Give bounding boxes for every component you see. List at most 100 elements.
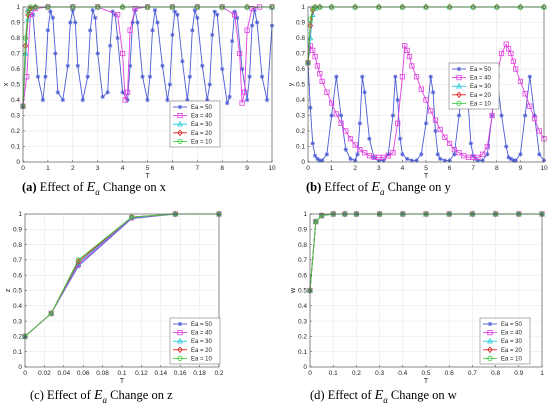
legend-item-c-4: Ea = 10 [173, 355, 213, 362]
legend-c: Ea = 50 Ea = 40 Ea = 30 Ea = 20 Ea = 10 [169, 317, 221, 365]
x-tick-label-b-9: 9 [519, 165, 523, 172]
x-tick-label-a-6: 6 [171, 165, 175, 172]
data-point-b-0-31 [419, 152, 424, 157]
data-point-c-3-4 [172, 210, 179, 218]
data-point-a-0-32 [130, 20, 135, 25]
data-point-c-3-3 [128, 213, 135, 221]
data-point-b-0-61 [532, 113, 537, 118]
data-point-a-0-31 [127, 63, 133, 69]
data-point-a-3-13 [244, 3, 250, 11]
data-point-b-1-14 [357, 146, 363, 153]
legend-marker-d-0 [487, 321, 493, 327]
legend-item-a-2: Ea = 30 [173, 120, 213, 128]
data-point-d-3-12 [516, 210, 522, 218]
legend-label-a-3: Ea = 20 [191, 131, 213, 137]
data-point-a-0-42 [165, 97, 170, 103]
data-point-b-1-8 [328, 100, 335, 106]
data-point-b-0-4 [315, 156, 320, 162]
data-point-a-0-4 [40, 97, 46, 103]
x-tick-label-b-6: 6 [448, 165, 452, 172]
data-point-b-0-44 [468, 141, 474, 146]
caption-d-math: Ea [375, 388, 388, 405]
y-tick-label-b-4: 0.4 [296, 97, 305, 104]
y-tick-label-c-3: 0.3 [13, 318, 22, 325]
data-point-b-1-26 [406, 54, 413, 60]
data-point-a-0-43 [167, 82, 173, 87]
data-point-d-3-5 [353, 210, 360, 218]
x-tick-label-a-2: 2 [71, 165, 75, 172]
data-point-b-1-31 [428, 108, 434, 114]
data-point-b-1-30 [423, 97, 429, 103]
data-point-a-1-22 [249, 5, 255, 12]
data-point-d-3-9 [446, 210, 452, 218]
data-point-a-0-5 [43, 74, 48, 79]
data-point-a-0-23 [100, 94, 105, 100]
y-tick-label-b-5: 0.5 [296, 82, 305, 89]
caption-b-math-sub: a [379, 186, 385, 197]
data-point-b-1-3 [312, 54, 318, 60]
data-point-b-0-14 [355, 152, 360, 157]
data-point-c-3-2 [75, 258, 82, 265]
data-point-a-0-35 [140, 74, 145, 79]
y-tick-label-d-1: 0.1 [298, 349, 307, 356]
chart-d: 0 0.1 0.2 0.3 0.4 0.5 0.6 0.7 0.8 0.9 1 0 0.1 0.2 0.3 0… [290, 210, 545, 385]
legend-item-a-4: Ea = 10 [173, 138, 213, 145]
y-tick-label-b-7: 0.7 [296, 51, 305, 58]
legend-marker-d-3 [487, 346, 493, 354]
y-tick-label-c-1: 0.1 [13, 349, 22, 356]
data-point-a-0-3 [35, 74, 41, 79]
data-point-b-1-43 [484, 143, 490, 150]
data-point-a-0-60 [224, 100, 230, 106]
data-point-a-0-26 [110, 9, 115, 14]
data-point-a-0-13 [68, 20, 73, 25]
legend-item-d-2: Ea = 30 [483, 337, 523, 345]
legend-label-c-0: Ea = 50 [191, 322, 213, 328]
data-point-b-0-56 [511, 158, 516, 163]
data-point-b-3-12 [494, 3, 500, 11]
data-point-a-0-7 [48, 9, 53, 14]
x-tick-label-d-6: 0.6 [445, 370, 454, 377]
data-point-c-3-1 [48, 310, 54, 317]
data-point-b-0-12 [348, 156, 353, 162]
x-axis-label-c: T [120, 378, 125, 385]
x-tick-label-d-1: 0.1 [329, 370, 338, 377]
data-point-b-0-9 [334, 74, 339, 79]
y-tick-label-c-9: 0.9 [13, 227, 22, 234]
data-point-b-1-53 [522, 91, 528, 97]
data-point-b-0-1 [308, 105, 313, 110]
data-point-c-4-2 [75, 257, 81, 263]
data-point-a-0-9 [53, 51, 58, 56]
legend-item-c-3: Ea = 20 [173, 346, 213, 354]
y-tick-label-b-6: 0.6 [296, 66, 305, 73]
x-tick-label-d-3: 0.3 [375, 370, 384, 377]
data-point-a-3-8 [119, 3, 126, 11]
legend-item-b-0: Ea = 50 [452, 66, 492, 73]
data-point-b-0-60 [527, 74, 533, 79]
data-point-b-1-36 [451, 146, 457, 153]
data-point-b-1-44 [489, 112, 495, 119]
data-point-a-0-34 [135, 20, 140, 25]
y-tick-label-c-8: 0.8 [13, 242, 22, 249]
x-tick-label-d-8: 0.8 [491, 370, 500, 377]
data-point-a-0-57 [212, 9, 217, 14]
x-tick-label-b-7: 7 [471, 165, 475, 172]
data-point-b-0-53 [504, 144, 509, 149]
data-point-a-4-2 [25, 9, 31, 15]
data-point-b-0-49 [485, 152, 490, 157]
x-tick-label-d-7: 0.7 [468, 370, 477, 377]
x-tick-label-c-2: 0.04 [57, 370, 70, 377]
data-point-a-0-62 [229, 38, 235, 44]
data-point-a-1-10 [124, 89, 131, 95]
data-point-b-1-5 [317, 71, 323, 77]
data-point-b-0-41 [456, 113, 462, 118]
y-tick-label-b-10: 1 [301, 4, 305, 11]
data-point-b-0-11 [343, 147, 348, 152]
y-tick-label-b-3: 0.3 [296, 113, 305, 120]
data-point-b-1-28 [413, 74, 420, 80]
data-point-b-0-23 [390, 113, 396, 118]
x-tick-label-d-5: 0.5 [421, 370, 430, 377]
data-point-d-3-6 [376, 210, 383, 218]
x-tick-label-a-7: 7 [195, 165, 199, 172]
legend-label-b-3: Ea = 20 [470, 93, 492, 99]
x-tick-label-b-3: 3 [377, 165, 381, 172]
